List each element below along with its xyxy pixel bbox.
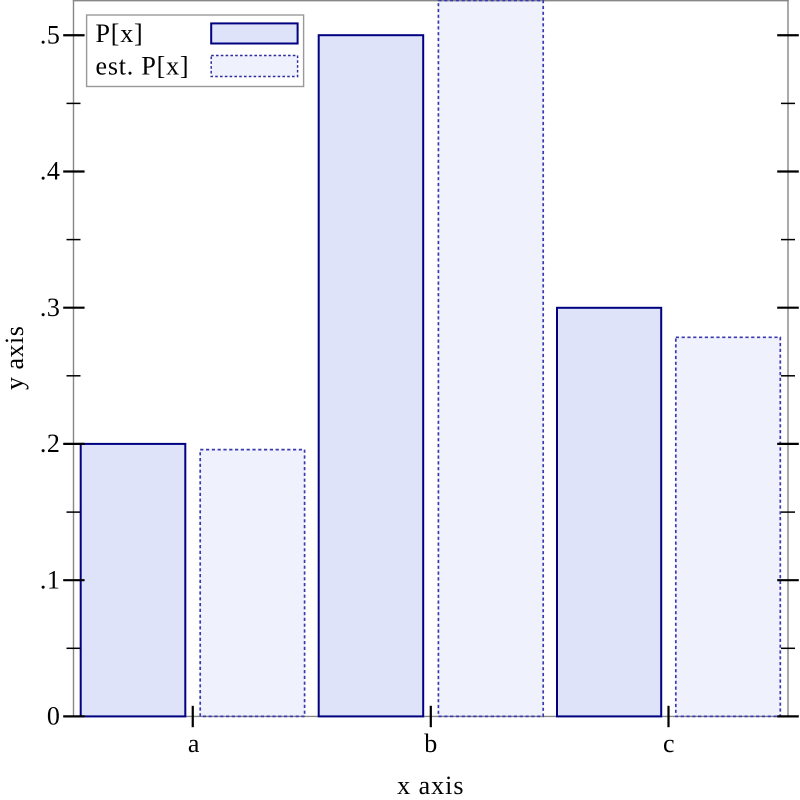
svg-text:0: 0 xyxy=(47,702,61,731)
svg-text:.1: .1 xyxy=(40,565,61,594)
svg-text:a: a xyxy=(188,729,200,758)
svg-text:c: c xyxy=(663,729,675,758)
svg-text:est. P[x]: est. P[x] xyxy=(96,51,190,80)
svg-text:y axis: y axis xyxy=(0,326,29,390)
svg-text:.4: .4 xyxy=(40,157,61,186)
svg-text:.3: .3 xyxy=(40,293,61,322)
svg-text:b: b xyxy=(424,729,437,758)
svg-text:x axis: x axis xyxy=(397,771,464,800)
svg-text:.5: .5 xyxy=(40,21,61,50)
svg-text:P[x]: P[x] xyxy=(96,19,144,48)
svg-text:.2: .2 xyxy=(40,429,61,458)
